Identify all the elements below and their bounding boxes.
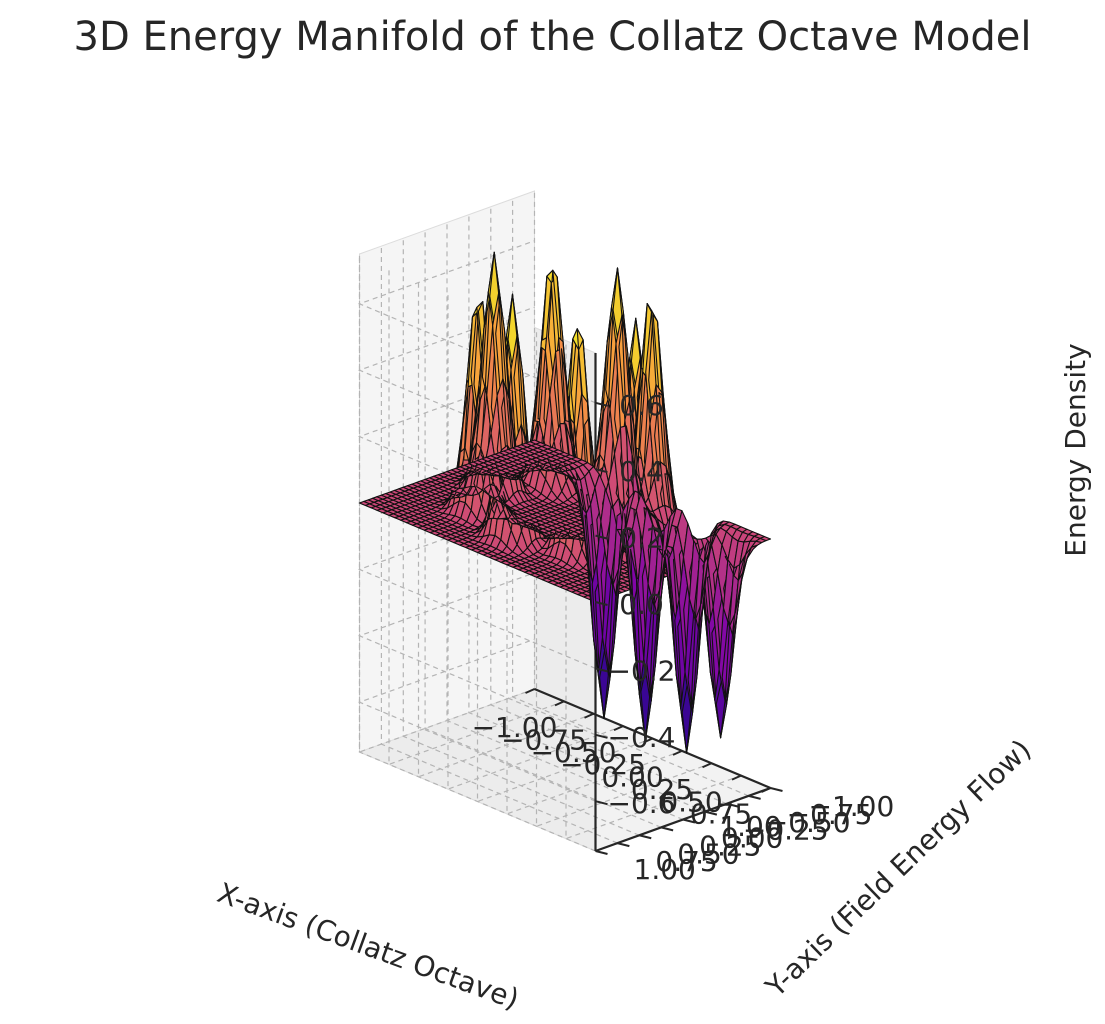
x-gridline — [447, 291, 624, 790]
z-tick — [595, 800, 608, 806]
y-tick-label: −0.25 — [743, 814, 829, 847]
y-tick-label: 1.00 — [634, 853, 696, 886]
y-tick-label: −0.50 — [765, 806, 851, 839]
y-tick — [704, 810, 718, 816]
z-tick-label: −0.6 — [608, 787, 676, 820]
y-axis-label: Y-axis (Field Energy Flow) — [758, 733, 1037, 1004]
x-tick-label: −0.50 — [531, 736, 617, 769]
x-axis-label: X-axis (Collatz Octave) — [213, 876, 523, 1016]
z-gridline — [357, 638, 596, 802]
z-tick — [595, 601, 608, 606]
y-tick — [770, 787, 783, 792]
x-gridline — [417, 278, 594, 778]
y-tick — [660, 826, 674, 832]
y-gridline — [358, 254, 596, 852]
x-tick — [643, 737, 653, 744]
y-tick — [639, 834, 652, 840]
x-gridline — [388, 266, 565, 766]
y-tick-label: 0.75 — [655, 845, 717, 878]
z-gridline — [357, 572, 596, 736]
chart-title: 3D Energy Manifold of the Collatz Octave… — [73, 14, 1032, 60]
x-tick — [554, 700, 565, 707]
x-tick-label: −1.00 — [472, 711, 558, 744]
y-tick — [726, 802, 739, 808]
y-tick-label: 0.25 — [699, 829, 761, 862]
z-tick — [595, 468, 608, 474]
z-axis-label: Energy Density — [1059, 343, 1092, 556]
y-tick — [682, 818, 696, 824]
x-tick-label: 0.75 — [690, 798, 752, 831]
y-tick — [595, 850, 608, 855]
surface-mesh — [358, 251, 772, 754]
y-tick — [748, 794, 761, 800]
x-tick-label: 0.00 — [601, 761, 663, 794]
z-tick-label: 0.0 — [619, 588, 664, 621]
x-tick — [731, 774, 742, 781]
y-gridline — [402, 238, 640, 836]
y-tick-label: 0.50 — [677, 837, 739, 870]
x-tick — [761, 787, 771, 793]
y-tick-label: 0.00 — [721, 822, 783, 855]
y-tick-label: −0.75 — [787, 798, 873, 831]
tick-labels: −1.00−0.75−0.50−0.250.000.250.500.751.00… — [472, 389, 895, 886]
y-gridline — [380, 246, 618, 844]
z-tick — [595, 733, 608, 739]
x-tick-label: 0.25 — [631, 773, 693, 806]
x-tick — [672, 749, 683, 756]
z-tick-label: 0.2 — [619, 522, 664, 555]
z-tick-label: 0.4 — [619, 455, 664, 488]
z-tick — [595, 667, 608, 673]
x-tick — [584, 712, 594, 719]
y-tick-label: −1.00 — [809, 790, 895, 823]
x-tick-label: −0.75 — [501, 723, 587, 756]
z-tick-label: −0.4 — [608, 721, 676, 754]
y-gridline — [424, 230, 662, 828]
x-tick-label: 1.00 — [719, 810, 781, 843]
x-tick — [613, 725, 624, 732]
z-tick-label: −0.2 — [608, 654, 676, 687]
x-tick — [525, 688, 535, 694]
x-tick-label: −0.25 — [560, 748, 646, 781]
x-tick — [702, 762, 712, 769]
z-tick — [595, 401, 608, 407]
y-tick — [617, 842, 630, 848]
z-tick — [595, 534, 608, 540]
z-tick-label: 0.6 — [619, 389, 664, 422]
y-gridline — [446, 222, 684, 821]
surface-facet — [759, 536, 772, 542]
